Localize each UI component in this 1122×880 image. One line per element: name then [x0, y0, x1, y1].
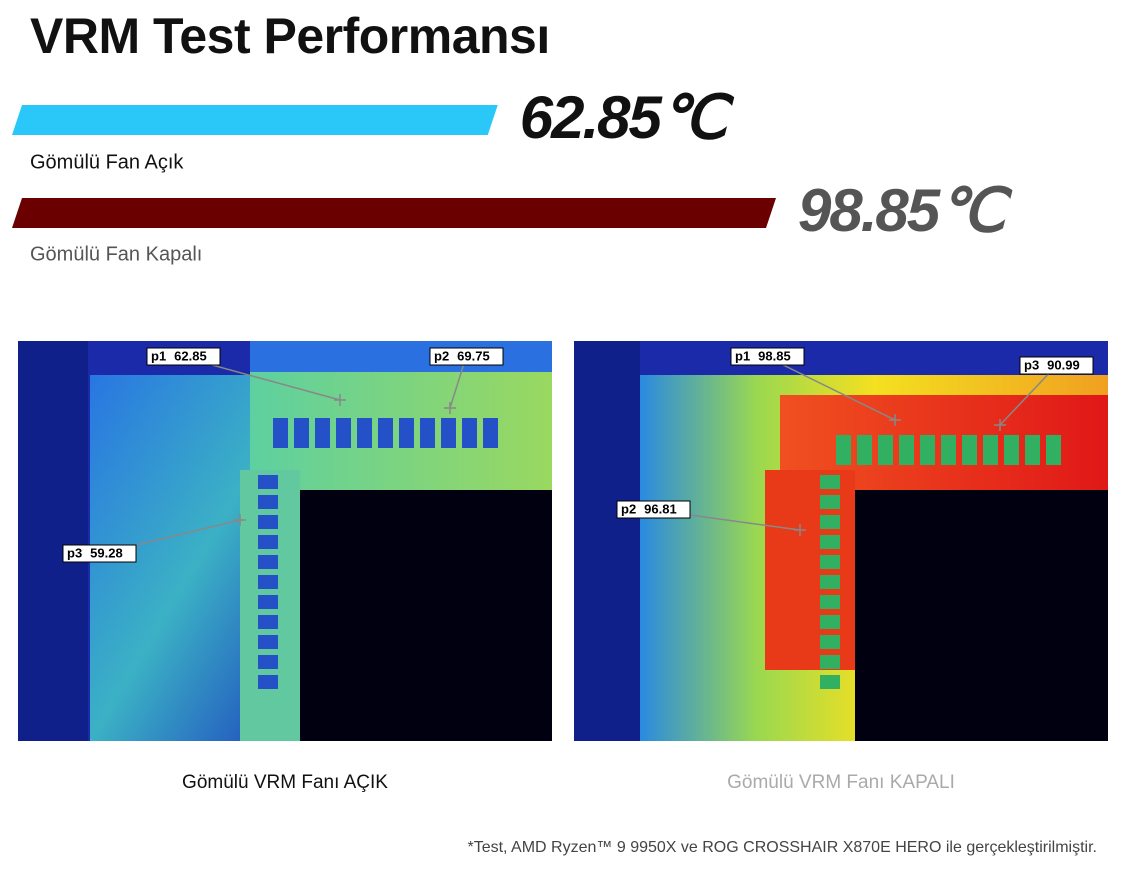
component	[258, 555, 278, 569]
point-text: p3 59.28	[67, 546, 123, 561]
crosshair	[889, 414, 901, 426]
point-label: p3	[67, 546, 82, 561]
component	[258, 515, 278, 529]
component	[258, 495, 278, 509]
point-box	[730, 347, 805, 366]
component	[273, 418, 288, 448]
component	[258, 655, 278, 669]
component	[820, 535, 840, 549]
point-label: p2	[434, 349, 449, 364]
point-value: 62.85	[174, 349, 207, 364]
point-label: p1	[735, 349, 750, 364]
components	[258, 418, 498, 689]
component	[294, 418, 309, 448]
component	[820, 515, 840, 529]
point-label: p1	[151, 349, 166, 364]
component	[258, 675, 278, 689]
value-label: 62.85℃	[520, 84, 735, 151]
component	[462, 418, 477, 448]
title: VRM Test Performansı	[30, 8, 550, 64]
component	[336, 418, 351, 448]
component	[836, 435, 851, 465]
component	[820, 615, 840, 629]
shadow	[855, 490, 1108, 741]
component	[258, 635, 278, 649]
component	[820, 555, 840, 569]
component	[399, 418, 414, 448]
component	[820, 595, 840, 609]
component	[378, 418, 393, 448]
caption: Gömülü VRM Fanı AÇIK	[182, 772, 388, 793]
components	[820, 435, 1061, 689]
point-box	[429, 347, 504, 366]
point-value: 98.85	[758, 349, 791, 364]
point-box	[1019, 356, 1094, 375]
point-text: p3 90.99	[1024, 358, 1080, 373]
caption: Gömülü VRM Fanı KAPALI	[727, 772, 955, 793]
component	[483, 418, 498, 448]
component	[820, 495, 840, 509]
component	[962, 435, 977, 465]
vrm-band	[765, 470, 855, 670]
point-box	[146, 347, 221, 366]
component	[941, 435, 956, 465]
component	[857, 435, 872, 465]
shadow	[300, 490, 552, 741]
crosshair	[234, 514, 246, 526]
component	[315, 418, 330, 448]
component	[258, 595, 278, 609]
value-label: 98.85℃	[798, 177, 1013, 244]
point-text: p2 96.81	[621, 502, 677, 517]
point-text: p1 98.85	[735, 349, 791, 364]
point-box	[62, 544, 137, 563]
component	[258, 615, 278, 629]
edge	[574, 341, 640, 741]
component	[820, 635, 840, 649]
component	[878, 435, 893, 465]
point-value: 59.28	[90, 546, 123, 561]
category-label: Gömülü Fan Açık	[30, 151, 184, 173]
component	[420, 418, 435, 448]
bar	[12, 105, 498, 135]
component	[258, 535, 278, 549]
point-text: p2 69.75	[434, 349, 490, 364]
component	[441, 418, 456, 448]
point-label: p2	[621, 502, 636, 517]
component	[820, 575, 840, 589]
component	[258, 575, 278, 589]
point-value: 96.81	[644, 502, 677, 517]
leader-line	[766, 356, 896, 421]
component	[899, 435, 914, 465]
category-label: Gömülü Fan Kapalı	[30, 243, 202, 265]
bar	[12, 198, 776, 228]
thermal-image	[574, 341, 1108, 741]
component	[820, 475, 840, 489]
component	[1004, 435, 1019, 465]
component	[820, 655, 840, 669]
leader-line	[999, 365, 1057, 426]
point-value: 69.75	[457, 349, 490, 364]
component	[983, 435, 998, 465]
footnote: *Test, AMD Ryzen™ 9 9950X ve ROG CROSSHA…	[467, 839, 1097, 856]
point-box	[616, 500, 691, 519]
crosshair	[794, 524, 806, 536]
thermal-image	[18, 341, 552, 741]
point-value: 90.99	[1047, 358, 1080, 373]
edge	[18, 341, 88, 741]
component	[258, 475, 278, 489]
point-label: p3	[1024, 358, 1039, 373]
component	[357, 418, 372, 448]
crosshair	[334, 394, 346, 406]
component	[920, 435, 935, 465]
crosshair	[444, 402, 456, 414]
point-text: p1 62.85	[151, 349, 207, 364]
component	[1025, 435, 1040, 465]
component	[820, 675, 840, 689]
component	[1046, 435, 1061, 465]
crosshair	[994, 419, 1006, 431]
